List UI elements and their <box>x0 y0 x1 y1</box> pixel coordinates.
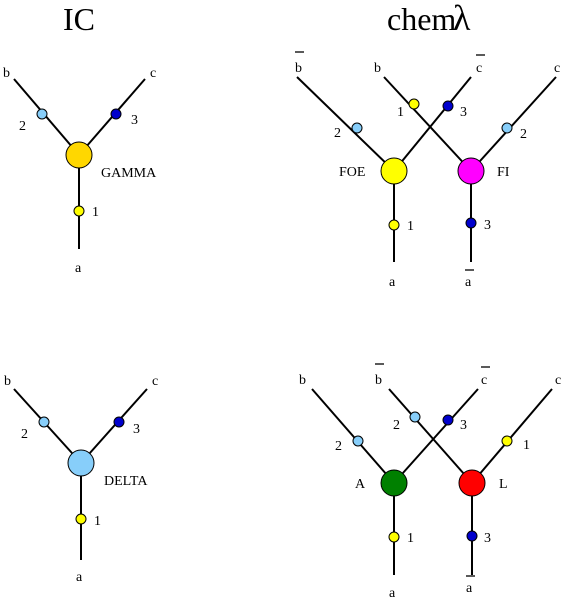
foe-port-3 <box>442 100 454 112</box>
fi-port-1 <box>408 98 420 110</box>
gamma-diagram: b c 2 3 GAMMA 1 a <box>3 66 157 276</box>
delta-label-a: a <box>76 570 83 585</box>
a-l-label-2-left: 2 <box>335 439 342 454</box>
gamma-label-1: 1 <box>92 205 99 220</box>
delta-port-1 <box>75 513 87 525</box>
a-l-label-abar: a <box>466 581 473 596</box>
fi-port-3 <box>465 217 477 229</box>
a-l-label-1-low: 1 <box>407 531 414 546</box>
a-name: A <box>355 477 366 492</box>
a-l-label-a: a <box>389 586 396 601</box>
delta-label-3: 3 <box>133 422 140 437</box>
foe-edge-cbar <box>393 76 472 172</box>
fi-edge-c <box>470 76 557 172</box>
a-l-label-b: b <box>299 373 306 388</box>
foe-port-2 <box>351 122 363 134</box>
fi-agent-node <box>457 157 485 185</box>
delta-label-c: c <box>152 374 158 389</box>
l-port-2 <box>409 411 421 423</box>
foe-edge-bbar <box>296 76 395 172</box>
foe-fi-label-b: b <box>374 61 381 76</box>
l-name: L <box>499 477 508 492</box>
a-l-label-3-low: 3 <box>484 531 491 546</box>
lambda-symbol: λ <box>453 0 471 38</box>
a-l-label-3-top: 3 <box>460 418 467 433</box>
foe-fi-label-2-left: 2 <box>334 126 341 141</box>
gamma-label-2: 2 <box>19 119 26 134</box>
l-edge-c <box>471 388 553 484</box>
foe-fi-label-3-low: 3 <box>484 218 491 233</box>
a-edge-b <box>311 388 395 484</box>
delta-diagram: b c 2 3 DELTA 1 a <box>4 374 158 585</box>
delta-label-b: b <box>4 374 11 389</box>
foe-fi-label-bbar: b <box>295 61 302 76</box>
a-l-label-1-right: 1 <box>523 438 530 453</box>
a-agent-node <box>380 469 408 497</box>
fi-port-2 <box>501 122 513 134</box>
gamma-label-a: a <box>75 261 82 276</box>
l-port-1 <box>501 435 513 447</box>
a-l-label-bbar: b <box>375 373 382 388</box>
a-l-diagram: b b c c 2 3 2 1 A L 1 3 a a <box>299 363 561 601</box>
delta-name: DELTA <box>104 474 148 489</box>
gamma-port-3 <box>110 108 122 120</box>
gamma-label-b: b <box>3 66 10 81</box>
gamma-label-3: 3 <box>131 113 138 128</box>
a-l-label-c: c <box>555 373 561 388</box>
foe-fi-label-1-top: 1 <box>397 105 404 120</box>
foe-port-1 <box>388 219 400 231</box>
chem-title: chem <box>387 1 456 37</box>
a-port-2 <box>352 435 364 447</box>
foe-fi-label-cbar: c <box>476 61 482 76</box>
delta-agent-node <box>67 449 95 477</box>
gamma-label-c: c <box>150 66 156 81</box>
l-port-3 <box>466 530 478 542</box>
delta-port-2 <box>38 416 50 428</box>
foe-fi-label-2-right: 2 <box>520 127 527 142</box>
a-port-3 <box>442 414 454 426</box>
foe-agent-node <box>380 157 408 185</box>
a-l-label-2-top: 2 <box>393 418 400 433</box>
foe-fi-diagram: b b c c 1 3 2 2 FOE FI 1 3 a a <box>295 51 560 290</box>
gamma-agent-node <box>65 141 93 169</box>
gamma-name: GAMMA <box>101 166 157 181</box>
delta-port-3 <box>113 416 125 428</box>
a-port-1 <box>388 531 400 543</box>
a-edge-cbar <box>393 388 479 484</box>
foe-fi-label-3-top: 3 <box>460 105 467 120</box>
ic-title: IC <box>63 1 95 37</box>
delta-label-2: 2 <box>21 427 28 442</box>
gamma-port-2 <box>36 108 48 120</box>
fi-edge-b <box>383 76 472 172</box>
foe-fi-label-c: c <box>554 61 560 76</box>
gamma-port-1 <box>73 205 85 217</box>
delta-edge-c <box>80 388 148 464</box>
foe-name: FOE <box>339 165 365 180</box>
foe-fi-label-1-low: 1 <box>407 219 414 234</box>
delta-label-1: 1 <box>94 514 101 529</box>
fi-name: FI <box>497 165 510 180</box>
l-edge-bbar <box>388 388 473 484</box>
a-l-label-cbar: c <box>481 373 487 388</box>
l-agent-node <box>458 469 486 497</box>
foe-fi-label-abar: a <box>465 275 472 290</box>
foe-fi-label-a: a <box>389 275 396 290</box>
